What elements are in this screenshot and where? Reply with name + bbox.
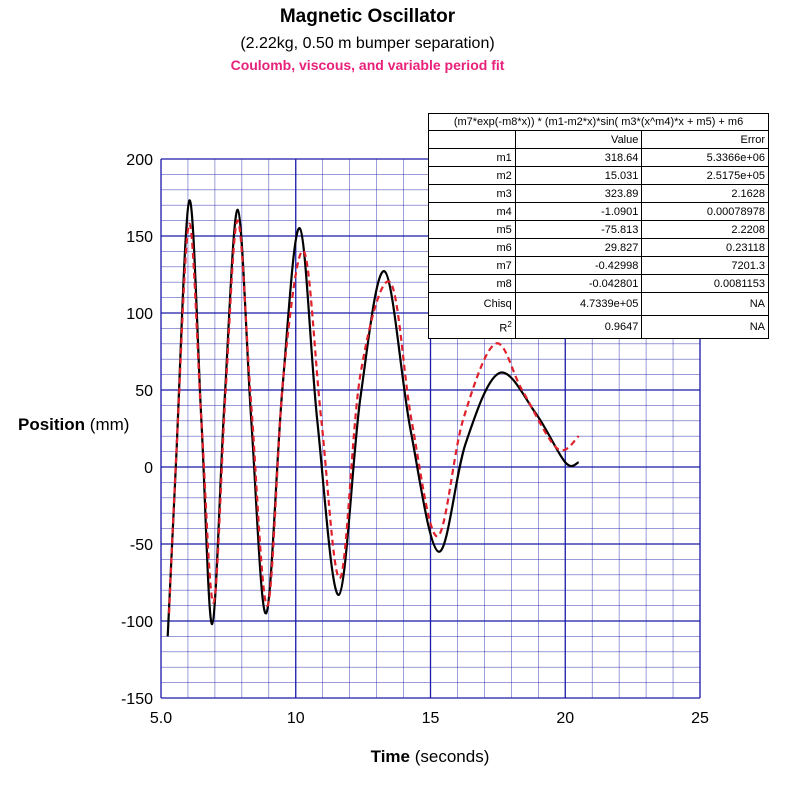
- header-value: Value: [514, 130, 643, 149]
- param-name: m8: [428, 274, 516, 293]
- chart-title: Magnetic Oscillator: [279, 6, 456, 27]
- param-name: m2: [428, 166, 516, 185]
- param-name: m7: [428, 256, 516, 275]
- y-tick-label: -100: [121, 614, 153, 631]
- table-row: Chisq 4.7339e+05 NA: [428, 292, 769, 316]
- y-axis-label: Position (mm): [18, 415, 129, 434]
- param-error: 0.00078978: [641, 202, 769, 221]
- param-error: 0.0081153: [641, 274, 769, 293]
- param-error: 7201.3: [641, 256, 769, 275]
- x-tick-label: 20: [556, 710, 574, 727]
- y-tick-label: 200: [126, 152, 153, 169]
- fit-subtitle: Coulomb, viscous, and variable period fi…: [230, 57, 505, 73]
- x-tick-label: 10: [287, 710, 305, 727]
- param-value: 323.89: [514, 184, 643, 203]
- param-name: Chisq: [428, 292, 516, 316]
- param-value: -75.813: [514, 220, 643, 239]
- param-value: 318.64: [514, 148, 643, 167]
- param-error: NA: [641, 315, 769, 339]
- param-value: -1.0901: [514, 202, 643, 221]
- y-tick-label: 100: [126, 306, 153, 323]
- table-row: R2 0.9647 NA: [428, 315, 769, 339]
- table-row: m8 -0.042801 0.0081153: [428, 274, 769, 293]
- param-name: m3: [428, 184, 516, 203]
- series-layer: [166, 199, 580, 637]
- param-value: -0.42998: [514, 256, 643, 275]
- param-error: 2.2208: [641, 220, 769, 239]
- param-value: 15.031: [514, 166, 643, 185]
- y-tick-label: 50: [135, 383, 153, 400]
- table-row: m4 -1.0901 0.00078978: [428, 202, 769, 221]
- table-row: m6 29.827 0.23118: [428, 238, 769, 257]
- param-name: m6: [428, 238, 516, 257]
- x-axis-label: Time (seconds): [371, 747, 490, 766]
- x-tick-label: 5.0: [150, 710, 172, 727]
- table-row: m7 -0.42998 7201.3: [428, 256, 769, 275]
- param-value: -0.042801: [514, 274, 643, 293]
- y-tick-label: -50: [130, 537, 153, 554]
- header-blank: [428, 130, 516, 149]
- x-tick-label: 25: [691, 710, 709, 727]
- y-tick-label: -150: [121, 691, 153, 708]
- chart-subtitle: (2.22kg, 0.50 m bumper separation): [240, 35, 495, 52]
- param-name: m4: [428, 202, 516, 221]
- param-name: m1: [428, 148, 516, 167]
- fit-series-line: [168, 219, 580, 614]
- fit-formula: (m7*exp(-m8*x)) * (m1-m2*x)*sin( m3*(x^m…: [428, 113, 769, 131]
- table-row: m2 15.031 2.5175e+05: [428, 166, 769, 185]
- param-name: m5: [428, 220, 516, 239]
- param-error: 2.1628: [641, 184, 769, 203]
- param-error: 2.5175e+05: [641, 166, 769, 185]
- table-row: m1 318.64 5.3366e+06: [428, 148, 769, 167]
- fit-results-table: (m7*exp(-m8*x)) * (m1-m2*x)*sin( m3*(x^m…: [428, 113, 769, 339]
- y-tick-label: 150: [126, 229, 153, 246]
- param-error: NA: [641, 292, 769, 316]
- param-error: 0.23118: [641, 238, 769, 257]
- y-tick-label: 0: [144, 460, 153, 477]
- x-tick-label: 15: [422, 710, 440, 727]
- param-value: 29.827: [514, 238, 643, 257]
- tick-labels: 5.0 10 15 20 25 -150 -100 -50 0 50 100 150 200: [121, 152, 709, 727]
- param-error: 5.3366e+06: [641, 148, 769, 167]
- table-row: m5 -75.813 2.2208: [428, 220, 769, 239]
- param-value: 0.9647: [514, 315, 643, 339]
- param-value: 4.7339e+05: [514, 292, 643, 316]
- table-row: m3 323.89 2.1628: [428, 184, 769, 203]
- param-name: R2: [428, 315, 516, 339]
- header-error: Error: [641, 130, 769, 149]
